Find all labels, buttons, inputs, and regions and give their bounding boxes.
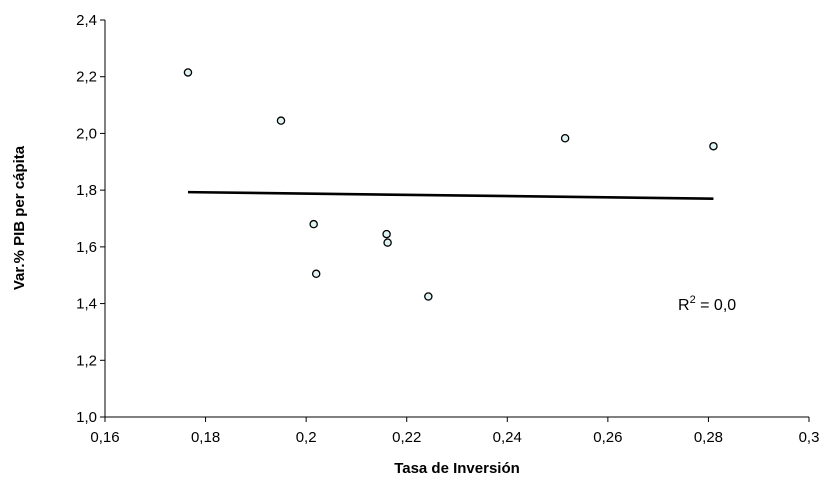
data-point [383, 238, 392, 247]
trendline-group [187, 190, 714, 200]
data-point [309, 219, 318, 229]
r-squared-value: = 0,0 [696, 297, 737, 314]
x-tick-label: 0,3 [799, 429, 820, 446]
axes [104, 20, 809, 418]
data-point [560, 133, 570, 143]
y-tick-label: 1,4 [76, 296, 97, 313]
x-tick-label: 0,16 [90, 429, 119, 446]
x-tick-label: 0,22 [392, 429, 421, 446]
data-point [276, 116, 286, 125]
y-tick-label: 1,2 [76, 352, 97, 369]
r-squared-base: R [678, 297, 690, 314]
x-tick-label: 0,2 [296, 429, 317, 446]
data-points [183, 68, 718, 301]
x-axis-title: Tasa de Inversión [394, 460, 520, 477]
x-tick-label: 0,24 [493, 429, 522, 446]
data-point [424, 292, 433, 301]
data-point [183, 68, 193, 77]
data-point [382, 229, 391, 239]
trendline [187, 190, 714, 200]
y-tick-label: 2,2 [76, 69, 97, 86]
y-tick-label: 1,8 [76, 182, 97, 199]
x-tick-label: 0,18 [191, 429, 220, 446]
tick-labels: 1,0 1,2 1,4 1,6 1,8 2,0 2,2 2,4 0,16 0,18 0,2 0,22 0… [76, 12, 819, 446]
x-tick-label: 0,28 [694, 429, 723, 446]
r-squared-superscript: 2 [690, 294, 696, 306]
y-tick-label: 1,0 [76, 409, 97, 426]
r-squared-annotation: R2 = 0,0 [678, 294, 736, 314]
y-tick-label: 2,0 [76, 125, 97, 142]
tick-marks [100, 19, 810, 422]
y-axis-title: Var.% PIB per cápita [11, 145, 28, 290]
y-tick-label: 2,4 [76, 12, 97, 29]
data-point [311, 269, 321, 279]
x-tick-label: 0,26 [593, 429, 622, 446]
data-point [709, 141, 718, 151]
y-tick-label: 1,6 [76, 239, 97, 256]
